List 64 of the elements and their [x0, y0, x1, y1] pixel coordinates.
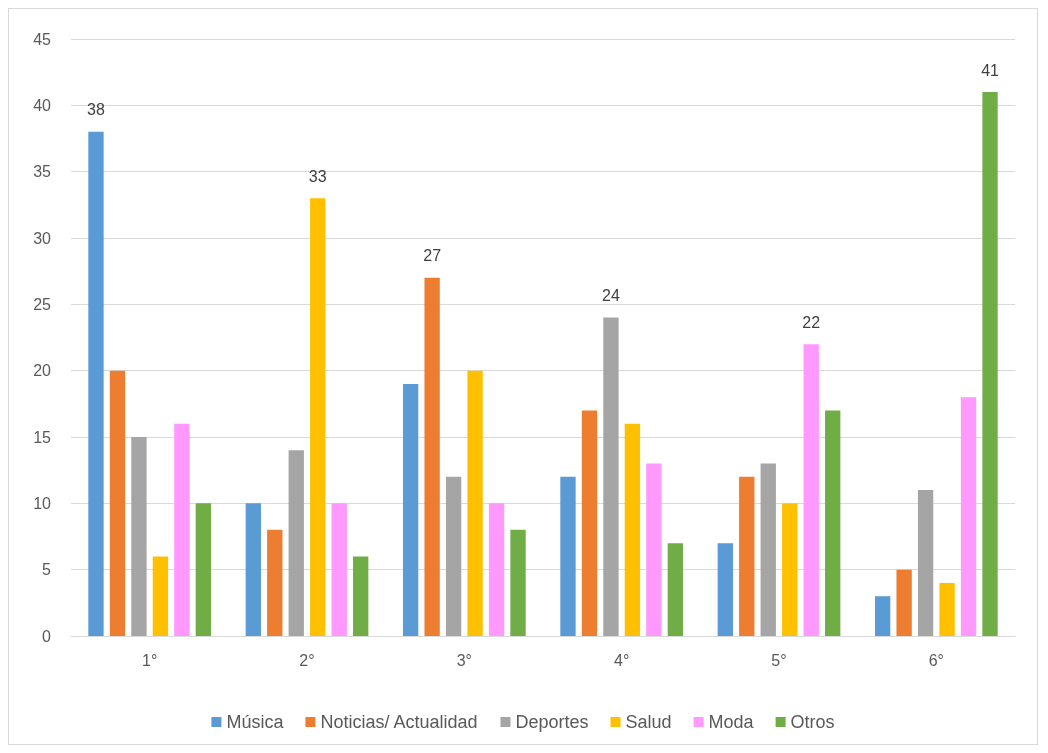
bar	[267, 529, 283, 636]
bar	[310, 198, 326, 636]
data-label: 24	[602, 287, 620, 305]
legend-label: Deportes	[515, 712, 589, 732]
bar	[624, 423, 641, 636]
bar	[353, 556, 369, 636]
bar	[803, 344, 819, 636]
x-tick-label: 2°	[299, 651, 315, 669]
y-tick-label: 5	[42, 561, 52, 579]
bar	[331, 503, 347, 636]
bar	[896, 569, 912, 636]
bar	[510, 529, 526, 636]
y-tick-label: 15	[33, 428, 52, 446]
legend-label: Moda	[708, 712, 755, 732]
legend-label: Otros	[790, 712, 835, 732]
y-tick-label: 40	[33, 96, 52, 114]
legend-label: Noticias/ Actualidad	[320, 712, 478, 732]
bar	[488, 503, 505, 636]
bar	[245, 503, 261, 636]
bar	[960, 397, 977, 636]
data-label: 41	[981, 61, 1000, 79]
bar	[109, 370, 126, 636]
data-label: 22	[802, 313, 821, 331]
y-tick-label: 10	[33, 494, 52, 512]
bar	[874, 596, 891, 636]
bar	[667, 543, 684, 636]
bar	[131, 437, 147, 636]
y-tick-label: 45	[33, 30, 52, 48]
y-tick-label: 35	[33, 163, 52, 181]
y-tick-label: 20	[33, 362, 52, 380]
y-tick-label: 30	[33, 229, 52, 247]
bar	[152, 556, 169, 636]
bar	[739, 476, 755, 636]
bar	[982, 92, 998, 636]
bar	[917, 490, 934, 636]
bar	[424, 277, 440, 636]
bar	[646, 463, 662, 636]
bar	[174, 423, 190, 636]
x-tick-label: 6°	[928, 651, 944, 669]
bar	[581, 410, 598, 636]
y-tick-label: 25	[33, 295, 52, 313]
data-label: 27	[423, 247, 442, 265]
bar	[88, 131, 104, 636]
bar	[717, 543, 733, 636]
legend-label: Música	[226, 712, 285, 732]
bar	[195, 503, 212, 636]
data-label: 38	[87, 101, 105, 119]
bar	[445, 476, 462, 636]
data-label: 33	[308, 167, 327, 185]
bar	[560, 476, 576, 636]
bar	[467, 370, 483, 636]
legend-label: Salud	[625, 712, 672, 732]
x-tick-label: 1°	[142, 651, 158, 669]
bar	[288, 450, 304, 636]
x-tick-label: 5°	[771, 651, 787, 669]
bar	[760, 463, 776, 636]
bar	[782, 503, 798, 636]
bar	[825, 410, 841, 636]
x-tick-label: 3°	[456, 651, 472, 669]
bar	[402, 383, 419, 636]
bar	[603, 317, 619, 636]
y-tick-label: 0	[42, 627, 52, 645]
bar	[939, 582, 955, 636]
x-tick-label: 4°	[614, 651, 630, 669]
